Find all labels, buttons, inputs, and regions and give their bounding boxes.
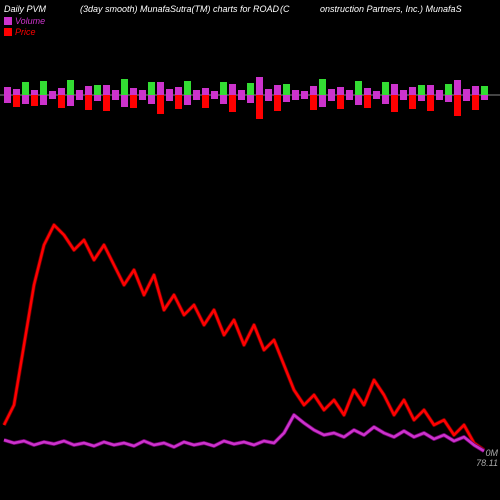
price-chart xyxy=(0,165,500,465)
legend-volume-label: Volume xyxy=(15,16,45,26)
chart-header: Daily PVM (3day smooth) MunafaSutra(TM) … xyxy=(0,4,500,16)
legend-price-label: Price xyxy=(15,27,36,37)
volume-chart xyxy=(0,50,500,140)
header-mid1: (3day smooth) MunafaSutra(TM) charts for… xyxy=(80,4,279,14)
price-svg xyxy=(0,165,500,465)
header-left: Daily PVM xyxy=(4,4,46,14)
header-right: onstruction Partners, Inc.) MunafaS xyxy=(320,4,462,14)
legend-volume-box xyxy=(4,17,12,25)
legend-price-box xyxy=(4,28,12,36)
legend: Volume Price xyxy=(4,16,45,38)
volume-end-label: 0M xyxy=(485,448,498,458)
legend-volume: Volume xyxy=(4,16,45,26)
price-end-label: 78.11 xyxy=(476,458,498,468)
header-mid2: (C xyxy=(280,4,290,14)
legend-price: Price xyxy=(4,27,45,37)
volume-svg xyxy=(0,50,500,140)
